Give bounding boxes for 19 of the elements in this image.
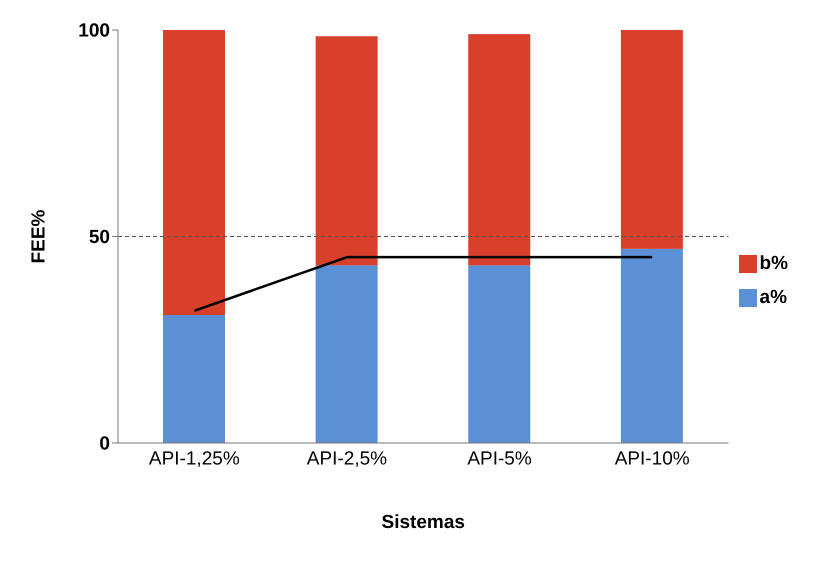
x-tick-label: API-5% [467,448,532,470]
bar [163,314,225,443]
x-tick-label: API-10% [614,448,690,470]
bar [468,265,530,443]
x-axis-title: Sistemas [382,512,465,533]
bar [163,30,225,315]
y-tick-label: 100 [78,20,110,42]
bar [316,265,378,443]
y-axis-title: FEE% [28,209,50,264]
y-tick-label: 0 [99,434,110,455]
bar [620,248,683,443]
legend-label: b% [760,252,788,274]
x-tick-label: API-2,5% [306,448,388,470]
x-tick-label: API-1,25% [148,448,240,470]
bar [468,34,530,266]
bar [620,30,683,249]
legend-label: a% [760,286,787,308]
y-tick-label: 50 [88,227,110,248]
bar [316,36,378,266]
